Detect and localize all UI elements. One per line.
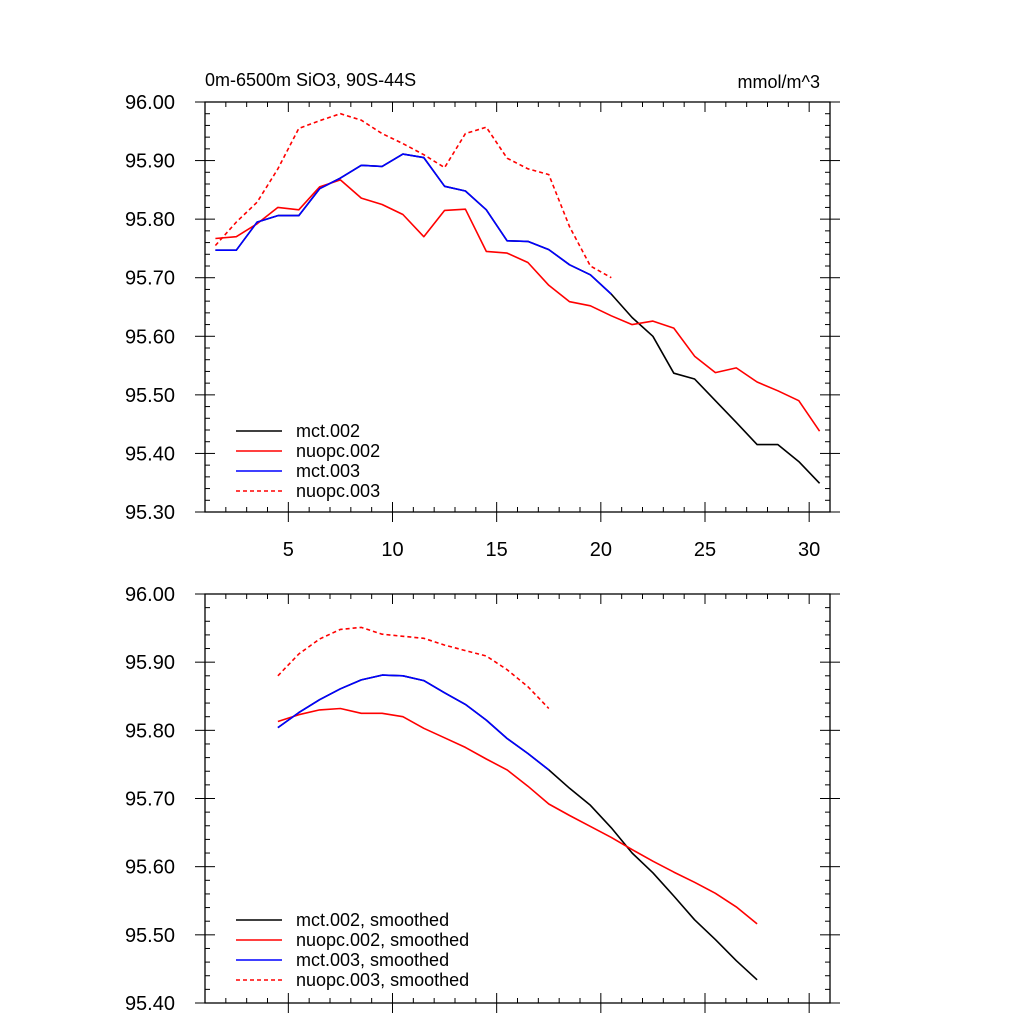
legend-label: mct.003, smoothed — [296, 950, 449, 970]
y-tick-label: 95.90 — [125, 652, 175, 674]
chart-title: 0m-6500m SiO3, 90S-44S — [205, 70, 416, 90]
upper-panel: 5 10 15 20 25 30 95.30 95.40 95.50 95.60 95.70 95.8… — [125, 70, 840, 561]
series-line-nuopc-002 — [215, 179, 821, 432]
x-tick-label: 30 — [798, 539, 820, 561]
y-tick-label: 95.60 — [125, 857, 175, 879]
x-tick-label: 10 — [381, 539, 403, 561]
x-tick-label: 25 — [694, 539, 716, 561]
y-tick-label: 95.40 — [125, 993, 175, 1015]
y-tick-label: 96.00 — [125, 92, 175, 114]
units-label: mmol/m^3 — [738, 72, 820, 92]
series-line-mct-003 — [215, 153, 612, 295]
series-line-nuopc-003 — [214, 112, 612, 279]
y-tick-label: 95.30 — [125, 502, 175, 524]
x-tick-label: 20 — [590, 539, 612, 561]
y-tick-label: 95.50 — [125, 385, 175, 407]
y-tick-label: 95.80 — [125, 720, 175, 742]
legend-label: nuopc.002, smoothed — [296, 930, 469, 950]
y-tick-label: 96.00 — [125, 584, 175, 606]
y-tick-label: 95.40 — [125, 443, 175, 465]
legend-label: nuopc.002 — [296, 441, 380, 461]
legend-label: mct.003 — [296, 461, 360, 481]
legend-label: mct.002, smoothed — [296, 910, 449, 930]
x-tick-label: 15 — [486, 539, 508, 561]
y-tick-label: 95.80 — [125, 209, 175, 231]
y-tick-label: 95.90 — [125, 151, 175, 173]
lower-panel: 95.40 95.50 95.60 95.70 95.80 95.90 96.00 mct.0… — [125, 584, 840, 1015]
series-line-mct-003-smoothed — [277, 674, 550, 771]
y-tick-label: 95.60 — [125, 326, 175, 348]
y-tick-label: 95.70 — [125, 268, 175, 290]
legend-label: nuopc.003 — [296, 481, 380, 501]
x-tick-label: 5 — [283, 539, 294, 561]
series-line-nuopc-003-smoothed — [277, 626, 550, 710]
y-tick-label: 95.70 — [125, 789, 175, 811]
legend-label: mct.002 — [296, 421, 360, 441]
legend-label: nuopc.003, smoothed — [296, 970, 469, 990]
series-line-nuopc-002-smoothed — [277, 707, 758, 925]
y-tick-label: 95.50 — [125, 925, 175, 947]
